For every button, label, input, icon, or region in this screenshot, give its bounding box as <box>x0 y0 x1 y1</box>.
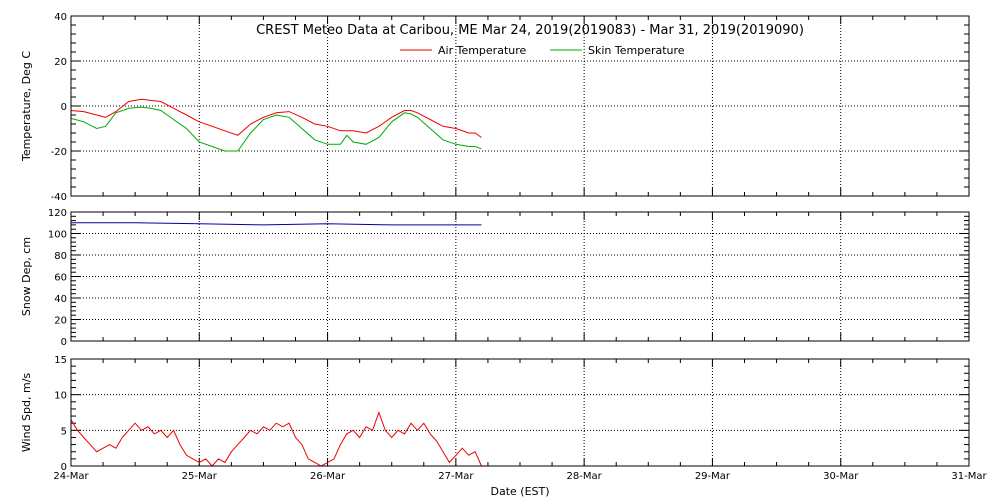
x-tick-label: 31-Mar <box>951 471 987 482</box>
y-tick-label: 5 <box>61 426 67 437</box>
y-tick-label: 15 <box>54 355 67 366</box>
y-tick-label: 20 <box>54 57 67 68</box>
y-axis-label: Wind Spd, m/s <box>20 373 33 453</box>
plot-frame <box>70 15 970 197</box>
snow-depth-panel: 0 20 40 60 80 100 120 Snow Dep, cm <box>20 208 970 348</box>
y-tick-label: -20 <box>51 147 67 158</box>
y-tick-label: 0 <box>61 102 67 113</box>
y-tick-label: 40 <box>54 294 67 305</box>
x-axis-ticks: 24-Mar 25-Mar 26-Mar 27-Mar 28-Mar 29-Mar 30-M… <box>53 471 987 482</box>
y-tick-label: 40 <box>54 12 67 23</box>
y-axis-label: Temperature, Deg C <box>20 51 33 162</box>
x-tick-label: 28-Mar <box>567 471 603 482</box>
y-tick-label: 100 <box>48 230 67 241</box>
chart-title: CREST Meteo Data at Caribou, ME Mar 24, … <box>256 23 804 38</box>
y-tick-label: 20 <box>54 316 67 327</box>
y-tick-label: 120 <box>48 208 67 219</box>
x-tick-label: 24-Mar <box>53 471 89 482</box>
x-tick-label: 26-Mar <box>310 471 346 482</box>
y-tick-label: 80 <box>54 251 67 262</box>
y-axis-label: Snow Dep, cm <box>20 237 33 316</box>
series-line-2-0 <box>70 411 482 467</box>
x-tick-label: 27-Mar <box>438 471 474 482</box>
plot-frame <box>70 211 970 342</box>
temperature-panel: -40 -20 0 20 40 Temperature, Deg C <box>20 12 970 203</box>
y-tick-label: 10 <box>54 391 67 402</box>
y-tick-label: 60 <box>54 273 67 284</box>
x-tick-label: 30-Mar <box>823 471 859 482</box>
legend-label-air: Air Temperature <box>438 44 527 57</box>
series-line-1-0 <box>71 222 482 226</box>
x-tick-label: 25-Mar <box>182 471 218 482</box>
wind-speed-panel: 0 5 10 15 Wind Spd, m/s <box>20 355 970 473</box>
y-tick-label: 0 <box>61 337 67 348</box>
y-tick-label: -40 <box>51 192 67 203</box>
y-tick-label: 0 <box>61 462 67 473</box>
legend: Air Temperature Skin Temperature <box>400 44 685 57</box>
series-line-0-1 <box>70 106 482 152</box>
series-line-0-0 <box>70 98 482 138</box>
plot-frame <box>70 358 970 467</box>
x-axis-label: Date (EST) <box>490 485 549 498</box>
x-tick-label: 29-Mar <box>695 471 731 482</box>
legend-label-skin: Skin Temperature <box>588 44 685 57</box>
